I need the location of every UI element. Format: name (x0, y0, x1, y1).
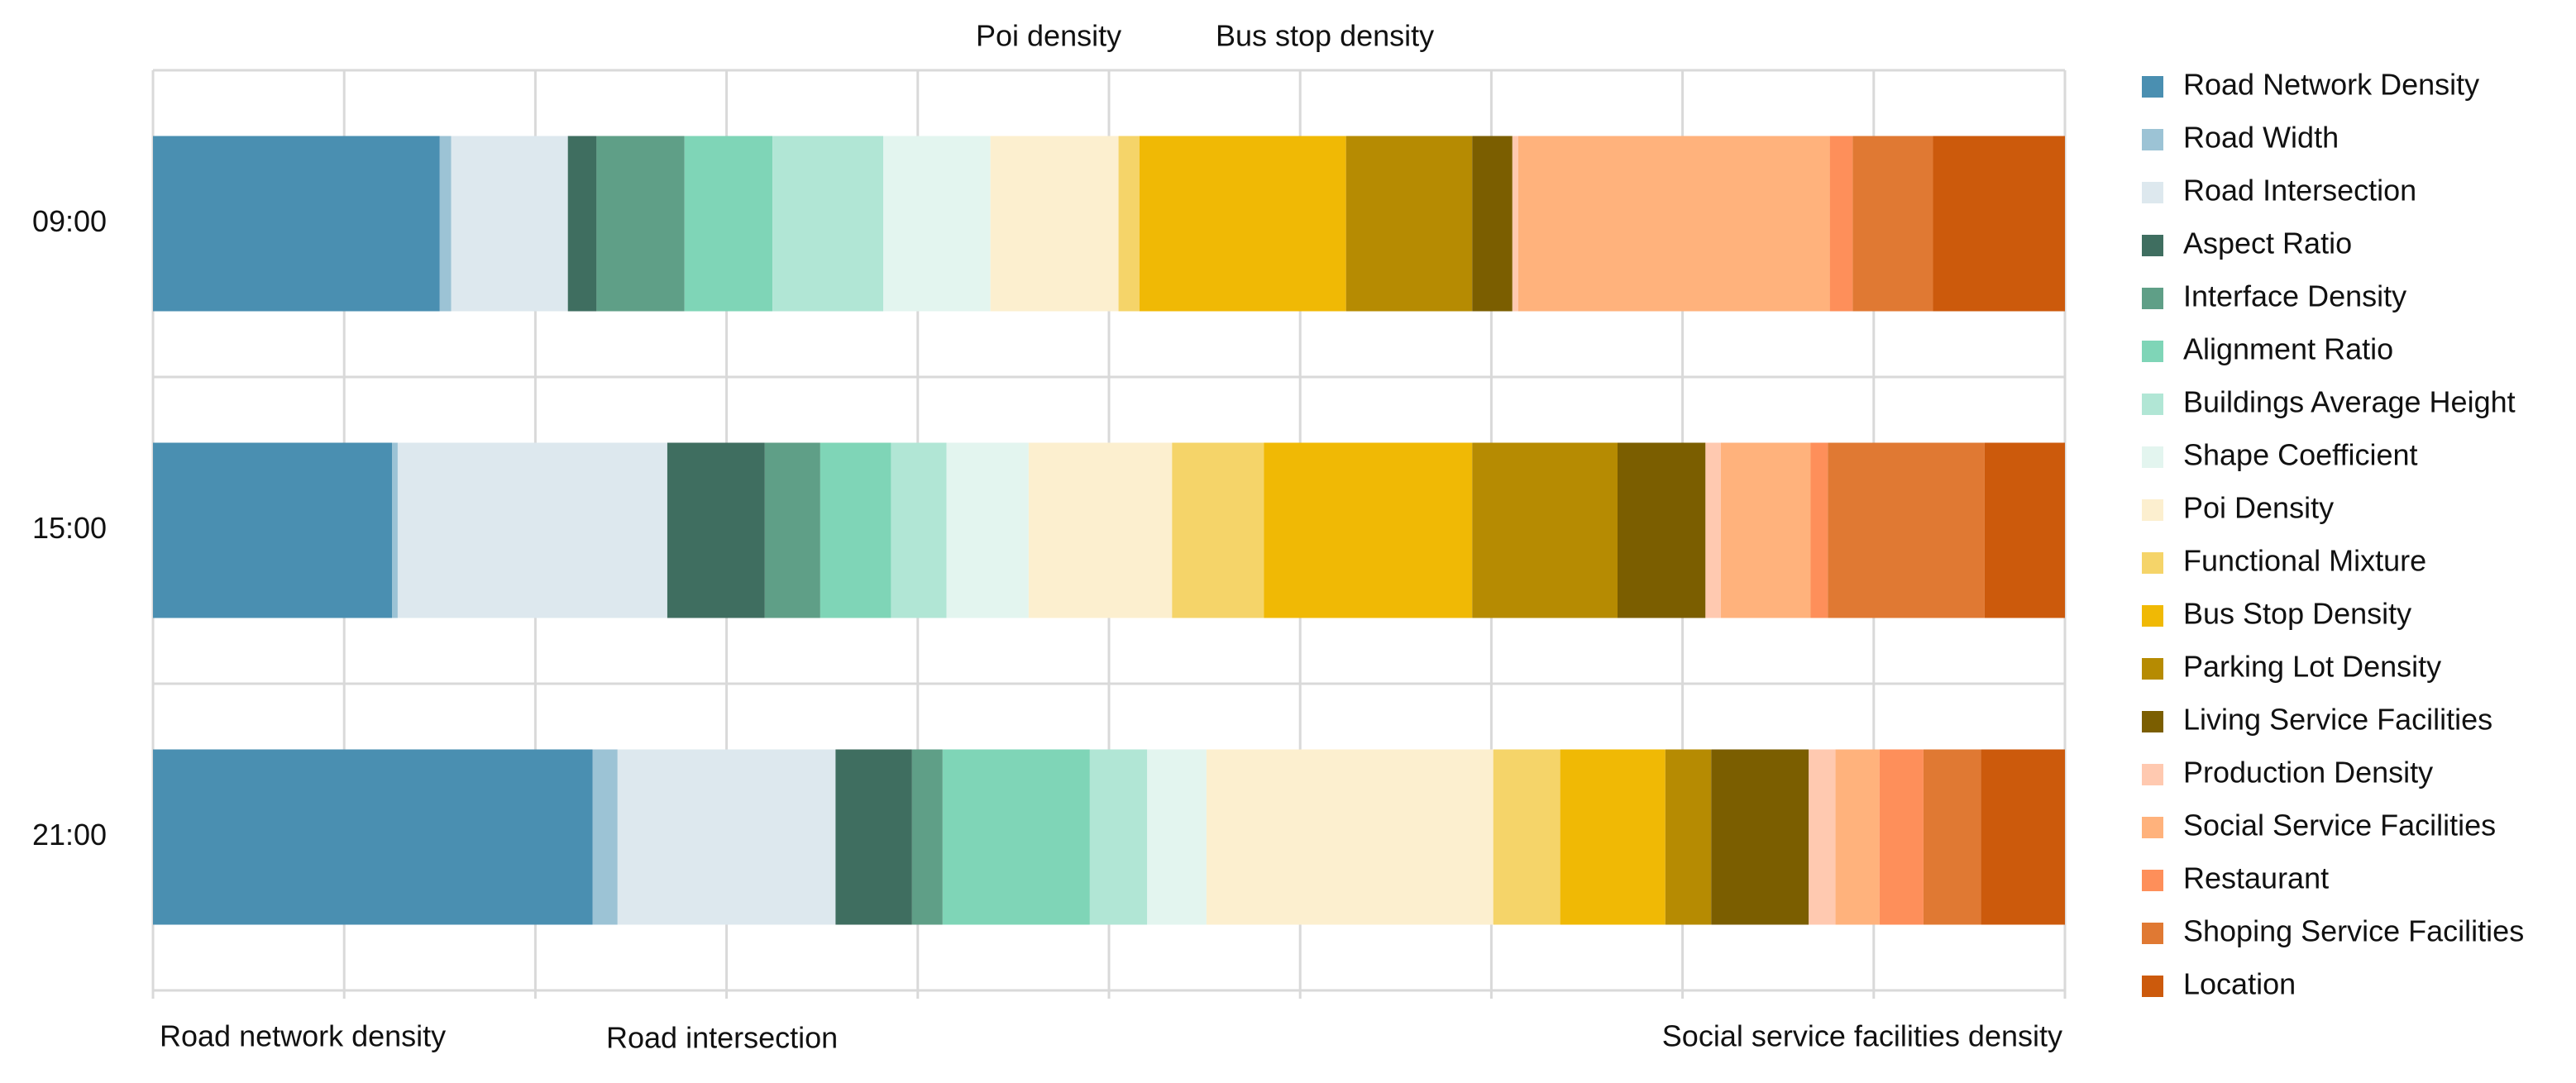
legend-label: Interface Density (2183, 279, 2406, 313)
bar-segment (990, 136, 1119, 312)
bar-segment (153, 136, 440, 312)
bar-segment (1665, 749, 1712, 925)
legend-swatch (2142, 394, 2163, 415)
bar-segment (1172, 442, 1264, 618)
legend-label: Location (2183, 967, 2296, 1001)
bar-segment (1028, 442, 1173, 618)
legend-label: Road Network Density (2183, 68, 2479, 102)
bar-segment (1981, 749, 2065, 925)
bar-segment (1517, 136, 1830, 312)
bar-segment (617, 749, 836, 925)
legend-label: Road Width (2183, 121, 2339, 155)
legend-label: Functional Mixture (2183, 544, 2426, 578)
bar-segment (1720, 442, 1811, 618)
bar-segment (1810, 442, 1828, 618)
bar-segment (946, 442, 1029, 618)
legend-swatch (2142, 764, 2163, 785)
annotation: Poi density (976, 19, 1121, 53)
y-tick-label: 09:00 (32, 204, 107, 238)
legend-swatch (2142, 923, 2163, 944)
bar-segment (397, 442, 667, 618)
y-tick-label: 21:00 (32, 818, 107, 852)
bar-segment (567, 136, 597, 312)
legend-swatch (2142, 499, 2163, 521)
legend-label: Aspect Ratio (2183, 227, 2352, 260)
legend-label: Living Service Facilities (2183, 703, 2492, 737)
annotation: Road network density (160, 1019, 446, 1053)
legend-label: Parking Lot Density (2183, 650, 2441, 684)
bar-segment (1345, 136, 1473, 312)
legend-swatch (2142, 817, 2163, 838)
bar-segment (1809, 749, 1836, 925)
bar-segment (1711, 749, 1809, 925)
legend-swatch (2142, 76, 2163, 98)
legend-swatch (2142, 288, 2163, 309)
bar-segment (1139, 136, 1346, 312)
bar-segment (772, 136, 884, 312)
legend-label: Shape Coefficient (2183, 438, 2418, 472)
legend-label: Buildings Average Height (2183, 385, 2516, 419)
legend-label: Bus Stop Density (2183, 597, 2411, 631)
legend-swatch (2142, 711, 2163, 732)
bar-segment (1617, 442, 1706, 618)
bar-segment (1206, 749, 1494, 925)
legend-swatch (2142, 446, 2163, 468)
bar-segment (1879, 749, 1924, 925)
legend-label: Road Intersection (2183, 174, 2416, 208)
bar-segment (883, 136, 991, 312)
bar-segment (1852, 136, 1933, 312)
bar-segment (1472, 136, 1513, 312)
bar-segment (439, 136, 452, 312)
y-tick-label: 15:00 (32, 511, 107, 545)
bar-segment (1923, 749, 1981, 925)
legend-swatch (2142, 341, 2163, 362)
annotation: Road intersection (606, 1021, 838, 1055)
legend-swatch (2142, 870, 2163, 891)
legend-swatch (2142, 976, 2163, 997)
bar-segment (1933, 136, 2065, 312)
bar-segment (153, 442, 392, 618)
bar-segment (820, 442, 891, 618)
bar-segment (1705, 442, 1721, 618)
annotation: Social service facilities density (1662, 1019, 2062, 1053)
bar-segment (764, 442, 820, 618)
bar-segment (684, 136, 773, 312)
legend-swatch (2142, 129, 2163, 150)
legend-label: Production Density (2183, 756, 2433, 790)
bar-segment (1264, 442, 1473, 618)
bar-segment (667, 442, 765, 618)
legend-label: Shoping Service Facilities (2183, 914, 2524, 948)
bar-segment (1560, 749, 1666, 925)
legend-swatch (2142, 235, 2163, 256)
bar-segment (1493, 749, 1560, 925)
bar-segment (942, 749, 1090, 925)
legend-swatch (2142, 182, 2163, 203)
legend-swatch (2142, 658, 2163, 680)
legend-swatch (2142, 605, 2163, 627)
legend-swatch (2142, 552, 2163, 574)
legend-label: Poi Density (2183, 491, 2334, 525)
legend-label: Alignment Ratio (2183, 332, 2393, 366)
annotation: Bus stop density (1216, 19, 1434, 53)
bar-segment (1512, 136, 1518, 312)
bar-segment (1147, 749, 1207, 925)
bar-segment (1984, 442, 2065, 618)
bar-segment (1835, 749, 1880, 925)
bar-segment (1118, 136, 1140, 312)
bar-segment (911, 749, 943, 925)
bar-segment (451, 136, 568, 312)
legend-label: Social Service Facilities (2183, 809, 2496, 842)
bar-segment (1828, 442, 1985, 618)
bar-segment (1829, 136, 1853, 312)
legend-label: Restaurant (2183, 861, 2329, 895)
bar-segment (1089, 749, 1148, 925)
bar-segment (592, 749, 618, 925)
bar-segment (153, 749, 593, 925)
bar-segment (392, 442, 398, 618)
bar-segment (596, 136, 685, 312)
bar-segment (835, 749, 912, 925)
bar-segment (1472, 442, 1618, 618)
bar-segment (891, 442, 947, 618)
